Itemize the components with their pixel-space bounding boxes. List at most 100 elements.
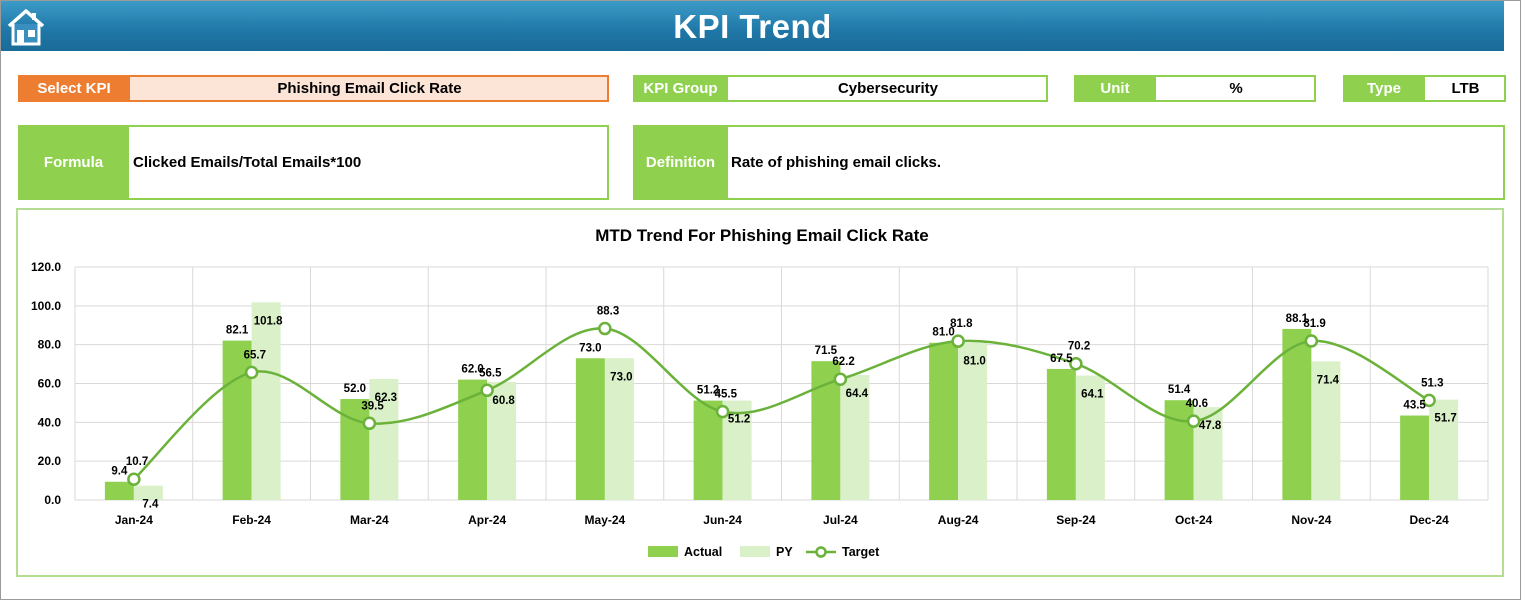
data-label-target: 51.3	[1421, 377, 1443, 389]
bar-py	[1311, 361, 1341, 500]
y-tick-label: 100.0	[31, 299, 61, 313]
x-tick-label: Apr-24	[468, 513, 506, 527]
home-icon[interactable]	[6, 7, 46, 47]
bar-actual	[1282, 328, 1312, 500]
select-kpi-dropdown[interactable]: Phishing Email Click Rate	[277, 80, 462, 97]
y-tick-label: 60.0	[38, 377, 62, 391]
target-line	[133, 327, 1430, 481]
bar-py	[1075, 375, 1105, 500]
data-label-actual: 9.4	[111, 466, 128, 478]
kpi-group-value: Cybersecurity	[837, 80, 939, 97]
target-marker	[1422, 393, 1436, 408]
x-tick-label: Mar-24	[350, 513, 389, 527]
x-tick-label: May-24	[585, 513, 626, 527]
data-label-py: 7.4	[142, 499, 159, 511]
target-marker	[1186, 414, 1201, 428]
data-label-target: 45.5	[715, 389, 738, 401]
x-tick-label: Oct-24	[1175, 513, 1213, 527]
data-label-actual: 51.4	[1168, 384, 1191, 396]
y-tick-label: 40.0	[38, 415, 62, 429]
data-label-actual: 43.5	[1403, 400, 1426, 412]
x-tick-label: Sep-24	[1056, 513, 1096, 527]
target-marker	[480, 383, 494, 398]
data-label-py: 81.0	[963, 356, 985, 368]
x-tick-label: Nov-24	[1291, 513, 1331, 527]
data-label-target: 10.7	[126, 456, 148, 468]
data-label-target: 70.2	[1068, 341, 1090, 353]
data-label-actual: 82.1	[226, 325, 249, 337]
legend-label-actual: Actual	[684, 545, 722, 559]
bar-py	[369, 379, 399, 500]
target-marker	[715, 404, 730, 419]
x-tick-label: Aug-24	[938, 513, 979, 527]
data-label-actual: 62.0	[461, 364, 483, 376]
type-value: LTB	[1451, 80, 1480, 97]
data-label-target: 62.2	[832, 356, 854, 368]
bar-actual	[693, 400, 723, 500]
data-label-actual: 73.0	[579, 342, 601, 354]
data-label-actual: 88.1	[1286, 313, 1309, 325]
data-label-py: 73.0	[610, 371, 632, 383]
data-label-py: 64.4	[846, 388, 869, 400]
data-label-py: 47.8	[1199, 420, 1222, 432]
x-tick-label: Dec-24	[1409, 513, 1449, 527]
bar-actual	[1400, 415, 1430, 500]
target-marker	[1304, 334, 1319, 348]
legend-swatch-actual	[648, 546, 678, 557]
x-tick-label: Feb-24	[232, 513, 271, 527]
data-label-actual: 51.2	[697, 385, 719, 397]
data-label-actual: 71.5	[815, 345, 838, 357]
formula-value: Clicked Emails/Total Emails*100	[133, 154, 362, 171]
x-tick-label: Jun-24	[703, 513, 742, 527]
bar-actual	[222, 340, 252, 500]
target-marker	[1069, 356, 1083, 371]
bar-py	[487, 381, 517, 500]
bar-actual	[1046, 368, 1076, 500]
data-label-actual: 67.5	[1050, 353, 1073, 365]
unit-value: %	[1229, 80, 1243, 97]
bar-py	[1429, 399, 1459, 500]
definition-box	[633, 125, 1505, 200]
type-label: Type	[1343, 75, 1425, 102]
bar-actual	[104, 481, 134, 500]
kpi-group-label: KPI Group	[633, 75, 728, 102]
header-bar: KPI Trend	[1, 1, 1504, 51]
legend-label-target: Target	[842, 545, 880, 559]
x-tick-label: Jul-24	[823, 513, 858, 527]
data-label-target: 81.8	[950, 318, 973, 330]
data-label-target: 40.6	[1186, 398, 1208, 410]
target-marker	[244, 365, 259, 380]
definition-label: Definition	[633, 125, 728, 200]
select-kpi-label: Select KPI	[18, 75, 130, 102]
y-tick-label: 0.0	[44, 493, 61, 507]
definition-value: Rate of phishing email clicks.	[731, 154, 942, 171]
target-marker	[833, 372, 848, 386]
data-label-actual: 81.0	[932, 327, 954, 339]
data-label-target: 56.5	[479, 367, 502, 379]
legend-label-py: PY	[776, 545, 793, 559]
y-tick-label: 80.0	[38, 338, 62, 352]
target-marker	[598, 321, 612, 336]
bar-actual	[1164, 400, 1194, 500]
x-tick-label: Jan-24	[115, 513, 153, 527]
data-label-py: 62.3	[375, 392, 397, 404]
bar-py	[958, 342, 988, 500]
formula-label: Formula	[18, 125, 129, 200]
chart-title: MTD Trend For Phishing Email Click Rate	[595, 226, 928, 245]
y-tick-label: 120.0	[31, 260, 61, 274]
bar-actual	[929, 342, 959, 500]
data-label-target: 81.9	[1303, 318, 1325, 330]
data-label-py: 64.1	[1081, 389, 1104, 401]
bar-actual	[575, 358, 605, 500]
bar-py	[840, 374, 870, 500]
target-marker	[951, 334, 965, 348]
data-label-py: 101.8	[254, 315, 283, 327]
legend-marker-target	[815, 546, 827, 558]
data-label-py: 60.8	[492, 395, 515, 407]
data-label-target: 39.5	[361, 400, 384, 412]
data-label-py: 51.7	[1434, 413, 1456, 425]
chart-container	[16, 208, 1504, 577]
target-marker	[127, 472, 141, 486]
unit-label: Unit	[1074, 75, 1156, 102]
